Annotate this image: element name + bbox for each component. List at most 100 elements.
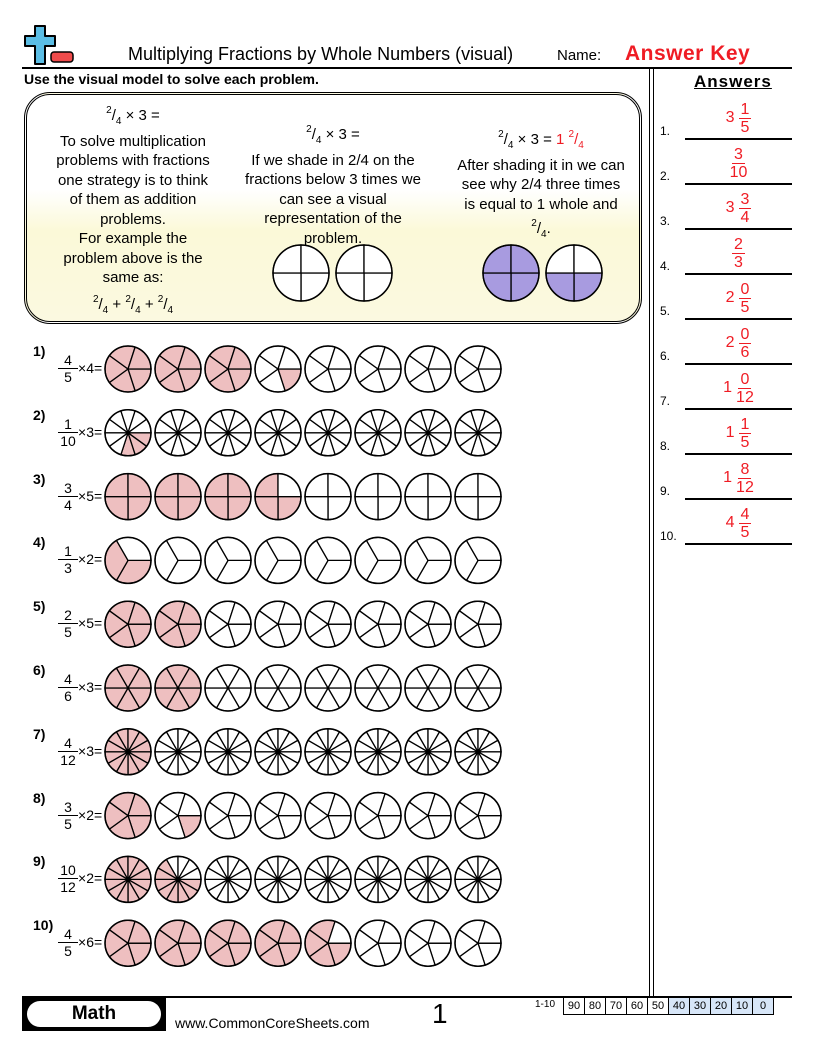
example-explanation: To solve multiplication problems with fra… <box>56 132 210 287</box>
fraction-circle <box>254 345 302 393</box>
answer-whole: 4 <box>725 514 735 531</box>
circle-outline <box>545 244 603 302</box>
score-cell: 30 <box>690 998 711 1014</box>
fraction-circle <box>404 345 452 393</box>
circle-outline <box>304 345 352 393</box>
answer-numerator: 3 <box>738 190 752 209</box>
circle-outline <box>104 728 152 776</box>
answer-number: 2. <box>660 169 671 183</box>
fraction-circle <box>204 728 252 776</box>
fraction-circle <box>104 600 152 648</box>
circle-outline <box>154 919 202 967</box>
answer-numerator: 3 <box>732 145 745 164</box>
website-link[interactable]: www.CommonCoreSheets.com <box>175 1015 370 1031</box>
example-box: 2/4 × 3 = To solve multiplication problem… <box>24 92 642 324</box>
problem-multiplier: ×2= <box>78 806 103 823</box>
fraction-circle <box>204 791 252 840</box>
footer-divider <box>22 996 792 998</box>
problem-multiplier: ×3= <box>78 423 103 440</box>
fraction-circle <box>354 664 402 712</box>
circle-outline <box>404 409 452 457</box>
circle-outline <box>254 664 302 712</box>
fraction-circle <box>304 664 352 712</box>
fraction-circle <box>304 536 352 585</box>
fraction-circle <box>354 409 402 457</box>
circle-outline <box>354 855 402 904</box>
answer-numerator: 0 <box>738 325 752 344</box>
circle-outline <box>154 409 202 457</box>
circle-outline <box>154 536 202 585</box>
score-cell: 20 <box>711 998 732 1014</box>
fraction-circle <box>454 728 502 776</box>
fraction-circle <box>254 600 302 648</box>
circle-outline <box>354 728 402 776</box>
answer-numerator: 8 <box>738 460 752 479</box>
circle-outline <box>272 244 330 302</box>
example-fraction-circle <box>545 244 603 302</box>
numerator: 1 <box>58 543 78 561</box>
example-equation: 2/4 × 3 = <box>106 105 160 127</box>
example-equation: 2/4 × 3 = 1 2/4 <box>498 129 584 151</box>
fraction-circle <box>104 728 152 776</box>
problem-number: 5) <box>33 598 46 615</box>
problem-number: 6) <box>33 662 46 678</box>
fraction-circle <box>104 791 152 840</box>
denominator: 10 <box>60 432 76 449</box>
fraction-circle <box>204 472 252 521</box>
answer-line <box>685 228 792 230</box>
denominator: 6 <box>64 688 72 704</box>
fraction-circle <box>354 728 402 776</box>
fraction-circle <box>154 409 202 457</box>
answer-numerator: 1 <box>738 100 752 119</box>
answer-denominator: 12 <box>736 388 754 406</box>
fraction-circle <box>354 919 402 967</box>
answer-number: 9. <box>660 484 671 498</box>
circle-outline <box>404 472 452 521</box>
answer-whole: 1 <box>723 379 733 396</box>
score-range-label: 1-10 <box>535 999 556 1010</box>
circle-outline <box>354 791 402 840</box>
score-cell: 70 <box>606 998 627 1014</box>
fraction-circle <box>204 345 252 393</box>
circle-outline <box>404 536 452 585</box>
circle-outline <box>454 409 502 457</box>
circle-outline <box>204 919 252 967</box>
example-column-3: 2/4 × 3 = 1 2/4 After shading it in we c… <box>441 125 641 245</box>
circle-outline <box>304 409 352 457</box>
circle-outline <box>254 855 302 904</box>
circle-outline <box>204 728 252 776</box>
fraction-circle <box>304 728 352 776</box>
fraction-circle <box>454 855 502 904</box>
fraction-circle <box>204 409 252 457</box>
circle-outline <box>354 664 402 712</box>
fraction-circle <box>104 919 152 967</box>
circle-outline <box>304 855 352 904</box>
fraction-circle <box>104 855 152 904</box>
multiplier: 3 <box>86 423 94 440</box>
example-column-2: 2/4 × 3 = If we shade in 2/4 on the fract… <box>233 120 433 248</box>
circle-outline <box>104 919 152 967</box>
fraction-circle <box>154 600 202 648</box>
numerator: 3 <box>58 480 78 497</box>
numerator: 4 <box>58 926 78 944</box>
circle-outline <box>254 409 302 457</box>
circle-outline <box>104 664 152 712</box>
answer-line <box>685 408 792 410</box>
answer-line <box>685 138 792 140</box>
circle-outline <box>204 664 252 712</box>
problem-multiplier: ×2= <box>78 551 103 568</box>
circle-outline <box>454 791 502 840</box>
fraction-circle <box>254 472 302 521</box>
score-cell: 90 <box>564 998 585 1014</box>
score-cell: 50 <box>648 998 669 1014</box>
circle-outline <box>154 664 202 712</box>
fraction-circle <box>454 664 502 712</box>
fraction-circle <box>204 855 252 904</box>
fraction-circle <box>304 791 352 840</box>
plus-minus-logo-icon <box>24 25 74 65</box>
denominator: 5 <box>64 369 72 385</box>
name-value: Answer Key <box>625 42 751 65</box>
